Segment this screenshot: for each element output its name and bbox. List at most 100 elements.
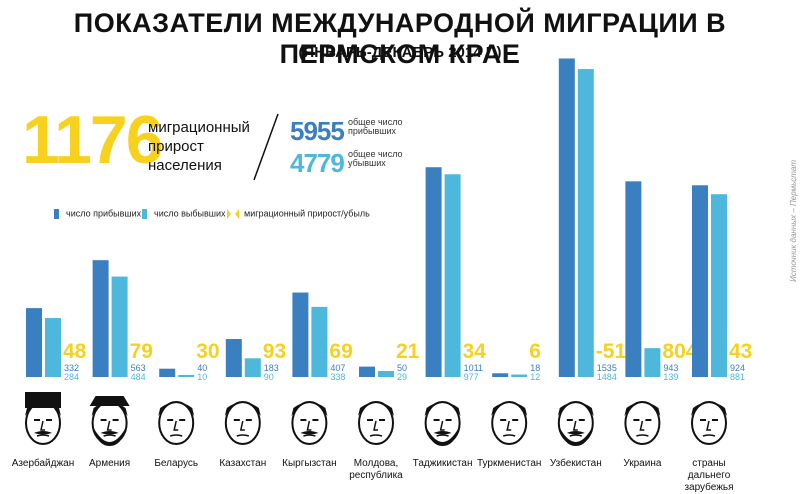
country-label-line: дальнего зарубежья — [684, 470, 734, 493]
country-label: Армения — [70, 458, 150, 470]
value-label-arrived: 183 — [264, 363, 279, 373]
country-label: Азербайджан — [3, 458, 83, 470]
country-label: Молдова, республика — [336, 458, 416, 482]
value-label-departed: 484 — [131, 372, 146, 382]
country-label: Туркменистан — [469, 458, 549, 470]
bar-departed — [511, 374, 528, 377]
bar-departed — [178, 374, 195, 377]
growth-total-label: миграционный прирост населения — [148, 119, 250, 174]
face-icon — [491, 401, 528, 445]
country-label-line: Беларусь — [154, 458, 199, 469]
bar-arrived — [26, 308, 42, 377]
bar-departed — [244, 358, 261, 377]
growth-total-value: 1176 — [22, 102, 164, 178]
value-label-growth: -51 — [596, 340, 627, 363]
bar-arrived — [359, 366, 375, 377]
value-label-growth: 69 — [329, 340, 352, 363]
country-label-line: Узбекистан — [549, 458, 602, 469]
face-icon — [691, 401, 727, 445]
legend-arrived-swatch-icon — [54, 209, 59, 219]
departed-total-label: общее число убывших — [348, 149, 403, 168]
value-label-growth: 48 — [63, 340, 87, 363]
legend-departed-swatch-icon — [142, 209, 147, 219]
legend-growth-label: миграционный прирост/убыль — [244, 208, 370, 219]
bar-departed — [111, 276, 128, 377]
country-label-line: Молдова, — [353, 458, 399, 469]
value-label-departed: 881 — [730, 372, 745, 382]
bar-arrived — [159, 368, 176, 377]
legend-departed: число выбывших — [142, 208, 225, 220]
arrived-total-value: 5955 — [290, 116, 345, 146]
face-icon — [424, 401, 461, 446]
bar-arrived — [292, 292, 309, 377]
value-label-growth: 79 — [130, 340, 153, 363]
country-label-line: Кыргызстан — [282, 458, 337, 469]
bar-arrived — [425, 167, 442, 377]
value-label-growth: 93 — [263, 340, 286, 363]
value-label-arrived: 1535 — [597, 363, 617, 373]
value-label-departed: 338 — [330, 372, 345, 382]
face-icon — [291, 401, 328, 445]
legend-arrived-label: число прибывших — [66, 208, 142, 219]
bar-departed — [644, 348, 661, 377]
bar-departed — [378, 370, 394, 377]
face-icon — [158, 401, 195, 445]
face-icon — [557, 401, 594, 446]
value-label-arrived: 924 — [730, 363, 745, 373]
country-label: Таджикистан — [403, 458, 483, 470]
value-label-departed: 10 — [197, 372, 207, 382]
value-label-growth: 21 — [396, 340, 420, 363]
value-label-arrived: 18 — [530, 363, 540, 373]
legend-growth: миграционный прирост/убыль — [226, 208, 370, 220]
country-label: Узбекистан — [536, 458, 616, 470]
value-label-departed: 90 — [264, 372, 274, 382]
country-label-line: страны — [692, 458, 726, 469]
value-label-departed: 29 — [397, 372, 407, 382]
divider-slash — [253, 113, 279, 181]
page-subtitle: (ЯНВАРЬ-ДЕКАБРЬ 2014 Г.) — [298, 44, 502, 61]
page-title: ПОКАЗАТЕЛИ МЕЖДУНАРОДНОЙ МИГРАЦИИ В ПЕРМ… — [73, 8, 727, 69]
value-label-arrived: 563 — [131, 363, 146, 373]
bar-departed — [711, 194, 727, 377]
bar-departed — [577, 69, 594, 377]
value-label-growth: 34 — [463, 340, 487, 363]
country-label-line: Армения — [88, 458, 131, 469]
value-label-departed: 12 — [530, 372, 540, 382]
value-label-growth: 6 — [529, 340, 541, 363]
value-label-arrived: 40 — [197, 363, 207, 373]
country-label-line: республика — [349, 470, 403, 481]
departed-total-value: 4779 — [290, 148, 345, 178]
value-label-arrived: 943 — [663, 363, 678, 373]
bar-arrived — [692, 185, 708, 377]
face-icon — [89, 396, 130, 446]
value-label-growth: 43 — [729, 340, 752, 363]
bar-departed — [311, 306, 328, 377]
value-label-arrived: 407 — [330, 363, 345, 373]
face-icon — [25, 392, 61, 445]
arrived-total-label: общее число прибывших — [348, 117, 403, 136]
bar-arrived — [558, 58, 575, 378]
legend-departed-label: число выбывших — [154, 208, 226, 219]
legend: число прибывших число выбывших миграцион… — [0, 208, 400, 222]
country-label-line: Таджикистан — [412, 458, 473, 469]
bar-arrived — [225, 339, 242, 377]
face-icon — [224, 401, 261, 445]
value-label-arrived: 1011 — [464, 363, 483, 373]
bar-arrived — [92, 260, 109, 377]
value-label-growth: 804 — [662, 340, 697, 363]
value-label-departed: 284 — [64, 372, 79, 382]
value-label-arrived: 50 — [397, 363, 407, 373]
value-label-departed: 1484 — [597, 372, 617, 382]
value-label-growth: 30 — [196, 340, 219, 363]
country-label-line: Украина — [623, 458, 662, 469]
bar-departed — [45, 318, 61, 377]
bar-arrived — [492, 373, 509, 377]
face-icon — [358, 401, 394, 445]
country-label-line: Казахстан — [219, 458, 267, 469]
bar-departed — [444, 174, 461, 377]
country-label-line: Туркменистан — [476, 458, 542, 469]
legend-growth-swatch-icon — [227, 209, 239, 219]
value-label-departed: 139 — [663, 372, 678, 382]
